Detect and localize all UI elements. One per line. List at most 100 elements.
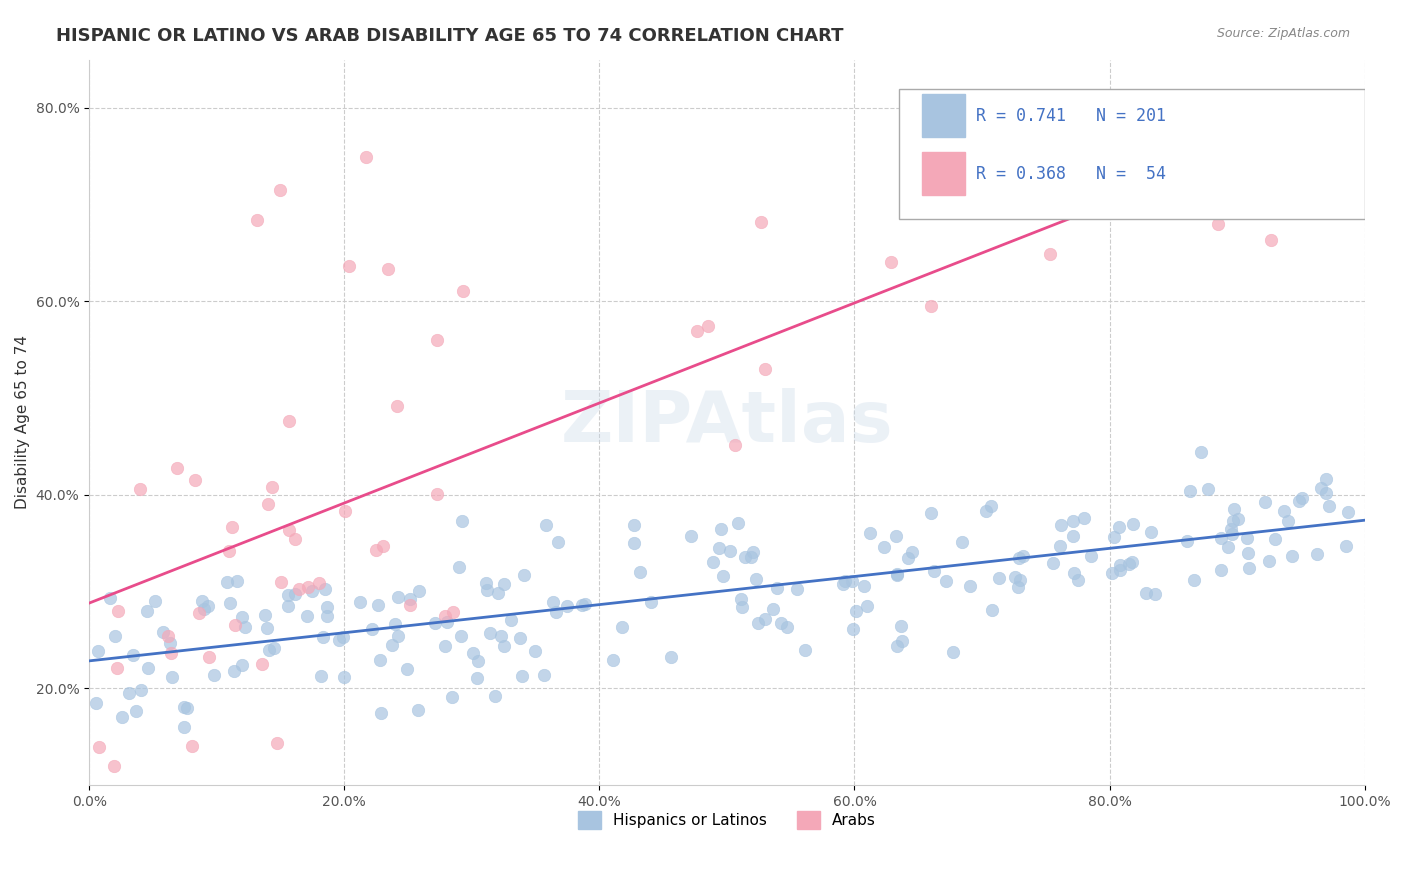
Point <box>269 183 291 197</box>
Point <box>533 668 555 682</box>
Point <box>270 575 292 590</box>
Point <box>288 582 311 597</box>
Point <box>441 690 464 704</box>
Point <box>1144 101 1167 115</box>
Point <box>1135 586 1157 600</box>
Point <box>475 576 498 591</box>
Point <box>159 635 181 649</box>
Point <box>855 599 877 614</box>
Text: ZIPAtlas: ZIPAtlas <box>561 388 893 457</box>
Point <box>761 601 783 615</box>
Point <box>135 604 157 618</box>
Point <box>741 545 763 559</box>
Point <box>129 483 152 497</box>
Point <box>494 576 516 591</box>
Point <box>942 644 965 658</box>
Point <box>1222 502 1244 516</box>
Point <box>152 625 174 640</box>
Point <box>747 615 769 630</box>
Point <box>623 518 645 533</box>
Point <box>730 592 752 607</box>
Point <box>897 550 920 565</box>
Point <box>1011 549 1033 563</box>
Point <box>297 580 319 594</box>
Point <box>218 544 240 558</box>
Point <box>180 739 202 753</box>
Point <box>610 620 633 634</box>
Point <box>981 603 1004 617</box>
Point <box>1175 534 1198 549</box>
Point <box>1049 518 1071 533</box>
Point <box>786 582 808 596</box>
Point <box>920 506 942 520</box>
Point <box>1236 531 1258 545</box>
Point <box>623 536 645 550</box>
Point <box>1121 555 1143 569</box>
Point <box>510 669 533 683</box>
Point <box>426 487 449 501</box>
Point <box>218 597 240 611</box>
Point <box>492 639 515 653</box>
Point <box>441 605 464 619</box>
Point <box>377 262 399 277</box>
Point <box>143 594 166 608</box>
Legend: Hispanics or Latinos, Arabs: Hispanics or Latinos, Arabs <box>571 805 883 836</box>
Point <box>555 599 578 613</box>
Point <box>710 522 733 536</box>
Point <box>770 616 793 631</box>
Point <box>222 664 245 678</box>
Point <box>202 667 225 681</box>
Point <box>425 615 447 630</box>
Point <box>215 574 238 589</box>
Point <box>396 662 419 676</box>
Point <box>166 461 188 475</box>
Point <box>260 480 283 494</box>
Point <box>1122 516 1144 531</box>
Point <box>1237 561 1260 575</box>
Point <box>193 602 215 616</box>
Point <box>333 504 356 518</box>
Point <box>349 595 371 609</box>
Point <box>523 644 546 658</box>
Point <box>256 621 278 635</box>
Point <box>775 620 797 634</box>
Point <box>1008 551 1031 566</box>
Point <box>105 661 128 675</box>
Point <box>160 670 183 684</box>
Point <box>513 567 536 582</box>
Point <box>384 617 406 632</box>
Point <box>681 529 703 543</box>
Point <box>1049 539 1071 553</box>
Point <box>1336 539 1358 553</box>
Point <box>536 517 558 532</box>
Point <box>453 284 475 298</box>
Point <box>886 567 908 582</box>
Point <box>1063 566 1085 580</box>
Point <box>1288 101 1310 115</box>
Point <box>354 150 377 164</box>
Point <box>574 597 596 611</box>
Point <box>1337 505 1360 519</box>
Point <box>465 671 488 685</box>
Point <box>361 622 384 636</box>
Point <box>1220 527 1243 541</box>
Point <box>406 703 429 717</box>
Point <box>834 574 856 589</box>
Point <box>308 575 330 590</box>
Point <box>1315 486 1337 500</box>
Point <box>173 720 195 734</box>
Point <box>1264 532 1286 546</box>
Point <box>884 529 907 543</box>
FancyBboxPatch shape <box>922 153 966 195</box>
Point <box>1140 524 1163 539</box>
Point <box>125 704 148 718</box>
Point <box>159 646 181 660</box>
Point <box>1272 504 1295 518</box>
Point <box>366 543 388 558</box>
Point <box>337 259 360 273</box>
Point <box>1067 573 1090 587</box>
Point <box>231 610 253 624</box>
Point <box>1118 557 1140 571</box>
Point <box>278 523 301 537</box>
Point <box>257 497 280 511</box>
